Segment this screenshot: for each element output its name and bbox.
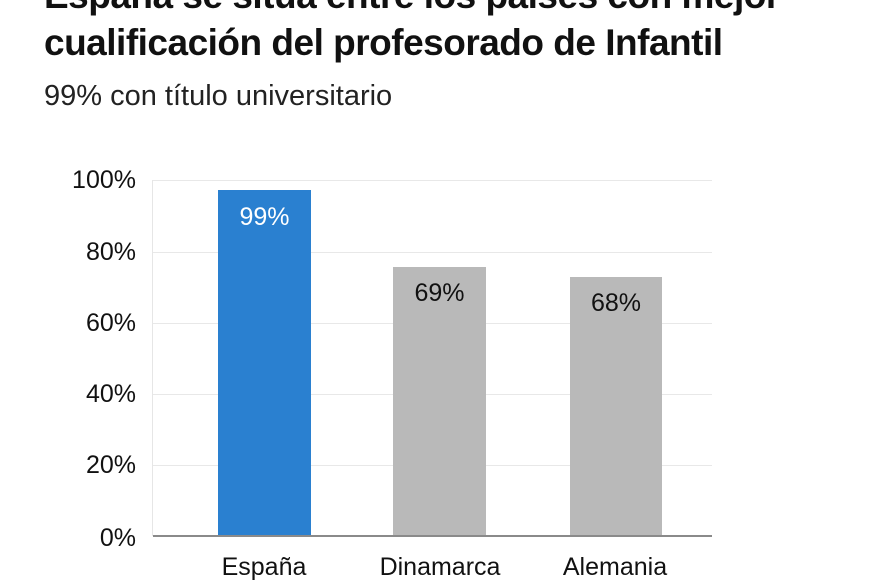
x-label-dinamarca: Dinamarca: [379, 553, 501, 581]
bar-value-label: 99%: [239, 203, 290, 231]
y-tick-60: 60%: [85, 309, 136, 337]
chart-title-line-2: cualificación del profesorado de Infanti…: [44, 22, 723, 63]
y-tick-100: 100%: [72, 166, 136, 194]
bar-alemania: 68%: [570, 277, 662, 536]
bar-value-label: 68%: [590, 289, 642, 317]
bar-dinamarca: 69%: [393, 267, 486, 536]
x-axis-line: [153, 535, 712, 537]
gridline-80: [153, 252, 712, 253]
plot-area: 99% 69% 68%: [152, 180, 712, 537]
y-tick-0: 0%: [99, 524, 136, 552]
y-tick-40: 40%: [85, 380, 136, 408]
x-label-alemania: Alemania: [562, 553, 668, 581]
chart-subtitle: 99% con título universitario: [44, 80, 393, 112]
chart-title-line-1: España se sitúa entre los países con mej…: [44, 0, 780, 18]
bar-value-label: 69%: [414, 279, 465, 307]
y-tick-80: 80%: [85, 238, 136, 266]
bar-espana: 99%: [218, 190, 311, 536]
gridline-100: [153, 180, 712, 181]
x-label-espana: España: [221, 553, 307, 581]
y-tick-20: 20%: [85, 451, 136, 479]
